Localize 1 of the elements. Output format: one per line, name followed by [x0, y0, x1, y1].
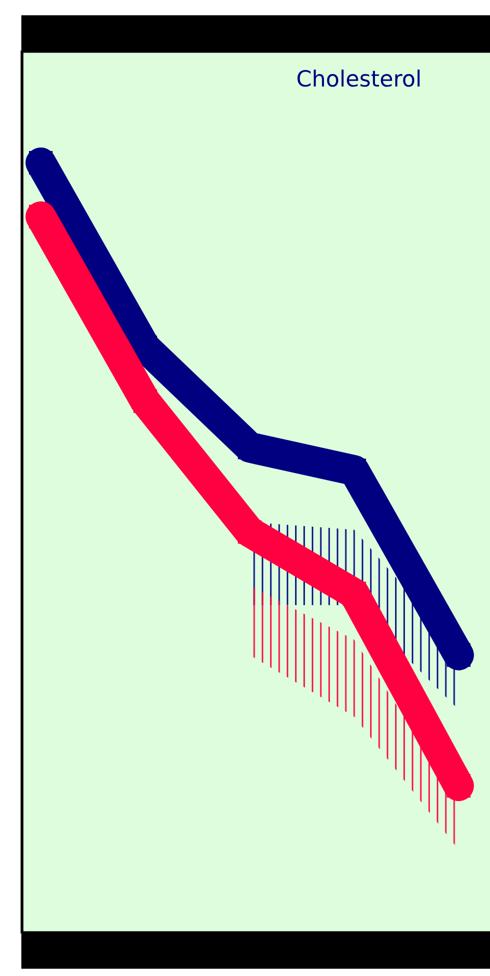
chart-title: Cholesterol	[298, 70, 420, 87]
